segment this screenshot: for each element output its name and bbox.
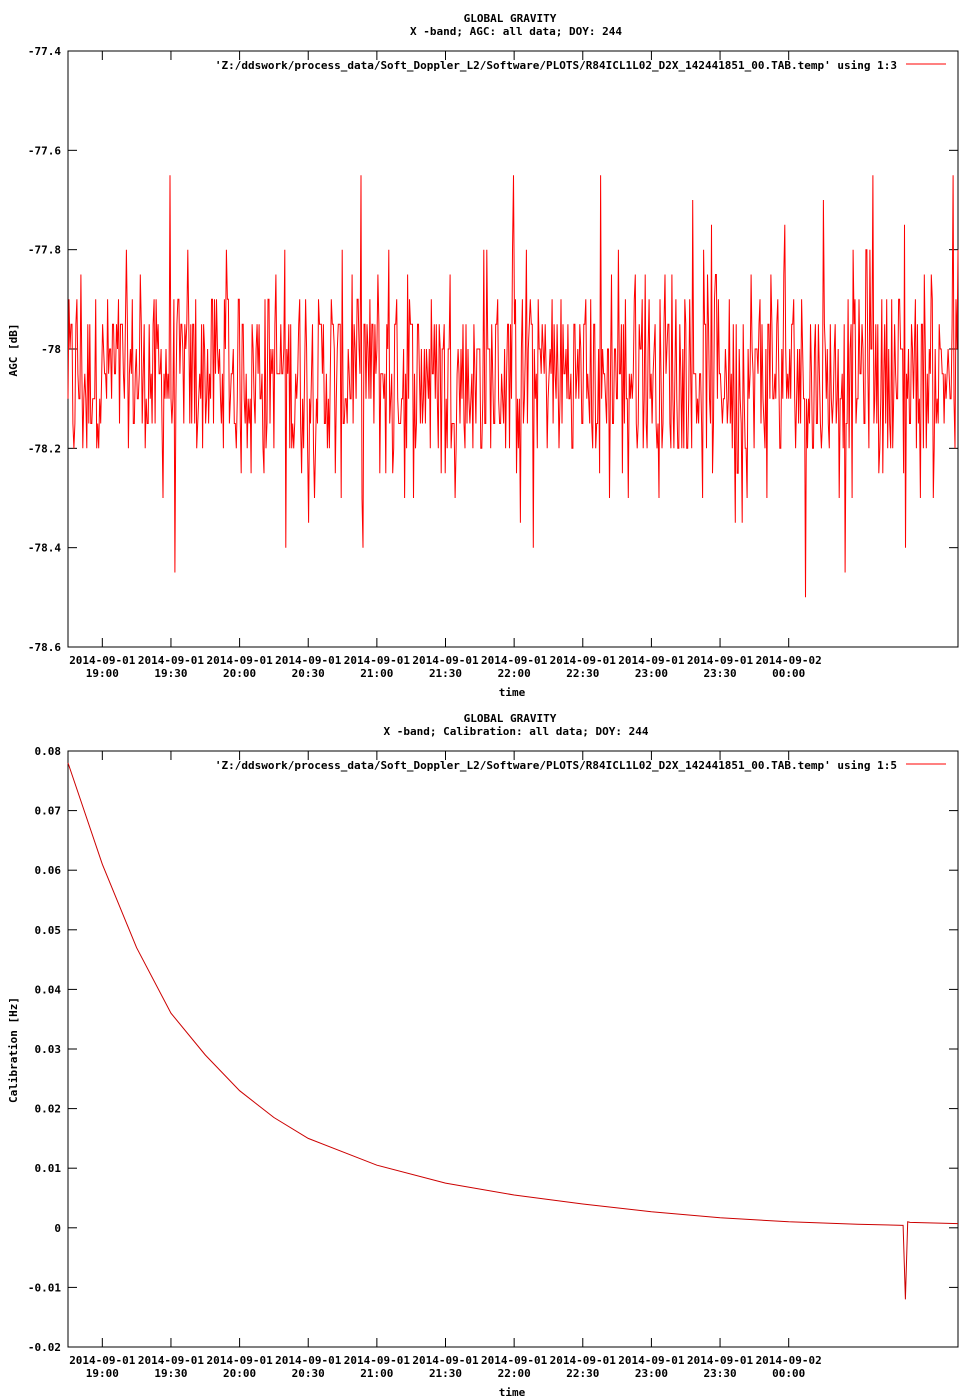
y-tick-label: -0.02 xyxy=(28,1341,61,1354)
x-tick-date-label: 2014-09-01 xyxy=(138,1354,205,1367)
y-tick-label: -78.2 xyxy=(28,442,61,455)
x-tick-date-label: 2014-09-01 xyxy=(69,1354,136,1367)
agc-series-line xyxy=(67,175,959,598)
y-tick-label: 0.01 xyxy=(35,1162,62,1175)
agc-x-axis-label: time xyxy=(499,686,526,699)
x-tick-date-label: 2014-09-01 xyxy=(687,654,754,667)
x-tick-time-label: 20:00 xyxy=(223,667,256,680)
x-tick-time-label: 22:30 xyxy=(566,667,599,680)
x-tick-time-label: 21:00 xyxy=(360,1367,393,1380)
x-tick-time-label: 19:00 xyxy=(86,1367,119,1380)
y-tick-label: -77.8 xyxy=(28,244,61,257)
x-tick-time-label: 19:00 xyxy=(86,667,119,680)
x-tick-date-label: 2014-09-01 xyxy=(550,1354,617,1367)
x-tick-date-label: 2014-09-01 xyxy=(69,654,136,667)
x-tick-time-label: 23:30 xyxy=(703,667,736,680)
x-tick-time-label: 20:00 xyxy=(223,1367,256,1380)
calibration-x-axis-label: time xyxy=(499,1386,526,1399)
agc-legend-label: 'Z:/ddswork/process_data/Soft_Doppler_L2… xyxy=(215,59,897,72)
agc-series xyxy=(67,175,959,598)
x-tick-date-label: 2014-09-01 xyxy=(275,1354,342,1367)
y-tick-label: -77.4 xyxy=(28,45,61,58)
x-tick-time-label: 23:30 xyxy=(703,1367,736,1380)
x-tick-date-label: 2014-09-01 xyxy=(412,654,479,667)
y-tick-label: 0.06 xyxy=(35,864,62,877)
x-tick-time-label: 23:00 xyxy=(635,1367,668,1380)
calibration-series-line xyxy=(67,762,959,1300)
x-tick-date-label: 2014-09-01 xyxy=(206,654,273,667)
y-tick-label: 0.07 xyxy=(35,805,62,818)
x-tick-date-label: 2014-09-01 xyxy=(412,1354,479,1367)
x-tick-time-label: 20:30 xyxy=(292,1367,325,1380)
x-tick-date-label: 2014-09-01 xyxy=(618,1354,685,1367)
y-tick-label: -77.6 xyxy=(28,144,61,157)
calibration-series xyxy=(67,762,959,1300)
calibration-chart: GLOBAL GRAVITY X -band; Calibration: all… xyxy=(7,712,959,1399)
x-tick-time-label: 21:30 xyxy=(429,1367,462,1380)
calibration-chart-subtitle: X -band; Calibration: all data; DOY: 244 xyxy=(384,725,649,738)
agc-x-ticks: 2014-09-0119:002014-09-0119:302014-09-01… xyxy=(69,51,822,680)
x-tick-time-label: 23:00 xyxy=(635,667,668,680)
x-tick-date-label: 2014-09-01 xyxy=(481,654,548,667)
x-tick-date-label: 2014-09-01 xyxy=(344,654,411,667)
x-tick-date-label: 2014-09-01 xyxy=(481,1354,548,1367)
x-tick-time-label: 19:30 xyxy=(154,667,187,680)
x-tick-date-label: 2014-09-01 xyxy=(618,654,685,667)
x-tick-date-label: 2014-09-01 xyxy=(687,1354,754,1367)
x-tick-date-label: 2014-09-01 xyxy=(275,654,342,667)
x-tick-date-label: 2014-09-01 xyxy=(138,654,205,667)
calibration-y-axis-label: Calibration [Hz] xyxy=(7,997,20,1103)
y-tick-label: 0.04 xyxy=(35,983,62,996)
calibration-y-ticks: 0.08 0.07 0.06 0.05 0.04 0.03 0.02 0.01 0 -0.01 -0… xyxy=(28,745,958,1354)
y-tick-label: 0.02 xyxy=(35,1103,62,1116)
calibration-chart-title: GLOBAL GRAVITY xyxy=(464,712,557,725)
agc-chart-title: GLOBAL GRAVITY xyxy=(464,12,557,25)
y-tick-label: -78 xyxy=(41,343,61,356)
y-tick-label: 0.03 xyxy=(35,1043,62,1056)
agc-y-ticks: -77.4 -77.6 -77.8 -78 -78.2 -78.4 -78.6 xyxy=(28,45,958,654)
y-tick-label: -78.4 xyxy=(28,542,61,555)
x-tick-date-label: 2014-09-01 xyxy=(206,1354,273,1367)
x-tick-date-label: 2014-09-02 xyxy=(756,1354,822,1367)
y-tick-label: 0 xyxy=(54,1222,61,1235)
y-tick-label: -0.01 xyxy=(28,1281,61,1294)
agc-chart-subtitle: X -band; AGC: all data; DOY: 244 xyxy=(410,25,622,38)
x-tick-date-label: 2014-09-01 xyxy=(550,654,617,667)
x-tick-time-label: 21:00 xyxy=(360,667,393,680)
agc-chart: GLOBAL GRAVITY X -band; AGC: all data; D… xyxy=(7,12,959,699)
y-tick-label: 0.08 xyxy=(35,745,62,758)
x-tick-time-label: 22:00 xyxy=(498,1367,531,1380)
x-tick-time-label: 00:00 xyxy=(772,667,805,680)
x-tick-time-label: 00:00 xyxy=(772,1367,805,1380)
x-tick-time-label: 22:00 xyxy=(498,667,531,680)
x-tick-date-label: 2014-09-01 xyxy=(344,1354,411,1367)
y-tick-label: 0.05 xyxy=(35,924,62,937)
x-tick-time-label: 19:30 xyxy=(154,1367,187,1380)
agc-y-axis-label: AGC [dB] xyxy=(7,324,20,377)
y-tick-label: -78.6 xyxy=(28,641,61,654)
x-tick-time-label: 22:30 xyxy=(566,1367,599,1380)
x-tick-date-label: 2014-09-02 xyxy=(756,654,822,667)
x-tick-time-label: 20:30 xyxy=(292,667,325,680)
calibration-x-ticks: 2014-09-0119:002014-09-0119:302014-09-01… xyxy=(69,751,822,1380)
calibration-legend-label: 'Z:/ddswork/process_data/Soft_Doppler_L2… xyxy=(215,759,897,772)
x-tick-time-label: 21:30 xyxy=(429,667,462,680)
